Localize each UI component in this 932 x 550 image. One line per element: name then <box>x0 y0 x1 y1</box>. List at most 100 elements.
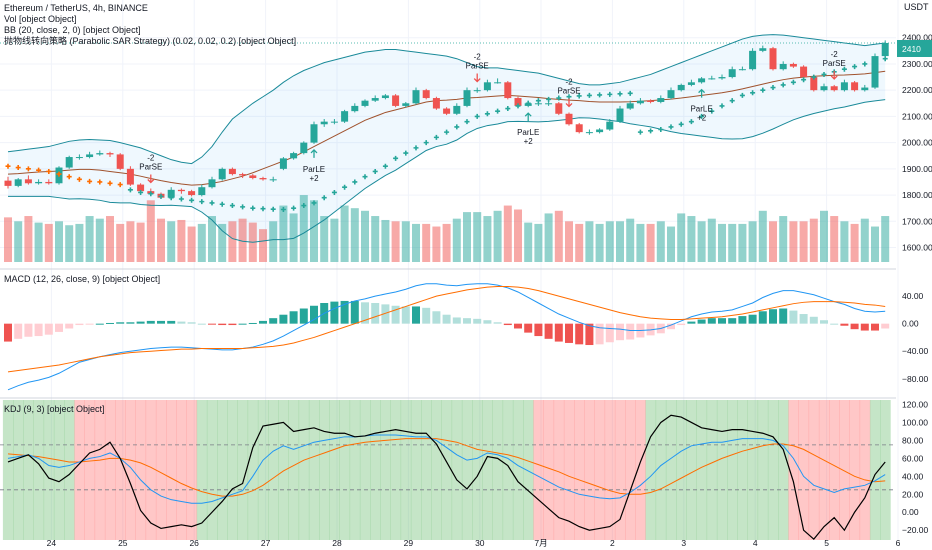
time-axis[interactable]: 24 25 26 27 28 29 30 7月 2 3 4 5 6 <box>47 538 901 548</box>
candle-body <box>239 174 247 176</box>
macd-histogram-bar <box>106 322 114 324</box>
psar-marker <box>862 61 868 67</box>
psar-marker <box>688 119 694 125</box>
psar-marker <box>841 66 847 72</box>
kdj-tick-label: 120.00 <box>902 399 928 409</box>
kdj-band <box>747 400 759 540</box>
kdj-band <box>829 400 840 540</box>
signal-label: -2 <box>565 77 573 86</box>
volume-bar <box>646 223 655 262</box>
psar-marker <box>46 168 52 174</box>
macd-histogram-bar <box>197 323 206 325</box>
macd-histogram-bar <box>554 323 563 342</box>
macd-tick-label: −80.00 <box>902 374 929 384</box>
kdj-band <box>859 400 871 540</box>
psar-marker <box>219 201 225 207</box>
volume-bar <box>65 225 74 262</box>
psar-marker <box>729 98 735 104</box>
kdj-band <box>288 400 300 540</box>
kdj-band <box>217 400 228 540</box>
legend: Ethereum / TetherUS, 4h, BINANCE Vol [ob… <box>4 2 929 414</box>
kdj-axis[interactable]: 120.00 100.00 80.00 60.00 40.00 20.00 0.00 −20.… <box>902 399 929 535</box>
kdj-band <box>145 400 157 540</box>
volume-bar <box>381 219 390 262</box>
psar-marker <box>372 168 378 174</box>
candle-body <box>86 154 94 158</box>
kdj-title[interactable]: KDJ (9, 3) [object Object] <box>4 404 105 414</box>
currency-label: USDT <box>904 2 929 12</box>
symbol-title: Ethereum / TetherUS, 4h, BINANCE <box>4 3 148 13</box>
signal-label: -2 <box>147 154 155 163</box>
psar-marker <box>240 204 246 210</box>
macd-histogram-bar <box>738 316 747 324</box>
kdj-tick-label: 20.00 <box>902 489 924 499</box>
kdj-band <box>421 400 432 540</box>
macd-axis[interactable]: 40.00 0.00 −40.00 −80.00 <box>902 291 929 384</box>
kdj-tick-label: 100.00 <box>902 417 928 427</box>
macd-title[interactable]: MACD (12, 26, close, 9) [object Object] <box>4 274 160 284</box>
kdj-band <box>798 400 810 540</box>
volume-bar <box>585 221 594 262</box>
signal-label: ParSE <box>823 59 846 68</box>
bollinger-basis-line <box>7 70 886 186</box>
macd-histogram-bar <box>310 305 318 324</box>
kdj-band <box>655 400 667 540</box>
macd-histogram-bar <box>473 318 482 324</box>
candle-body <box>371 98 379 101</box>
kdj-band <box>186 400 198 540</box>
psar-marker <box>882 56 888 62</box>
macd-histogram-bar <box>667 323 675 330</box>
kdj-tick-label: −20.00 <box>902 525 929 535</box>
volume-bar <box>809 218 818 262</box>
volume-bar <box>463 212 471 262</box>
kdj-band <box>74 400 85 540</box>
psar-marker <box>362 174 368 180</box>
volume-bar <box>677 213 686 262</box>
macd-histogram-bar <box>361 302 369 324</box>
volume-bars <box>4 195 890 262</box>
psar-marker <box>546 96 552 102</box>
volume-bar <box>55 221 63 262</box>
volume-bar <box>126 221 135 262</box>
volume-bar <box>391 221 400 262</box>
volume-bar <box>687 216 696 262</box>
psar-marker <box>36 167 42 173</box>
price-axis[interactable]: 2400.00 2300.00 2200.00 2100.00 2000.00 1900.… <box>897 33 932 253</box>
macd-histogram-bar <box>136 321 145 324</box>
candle-body <box>565 113 573 125</box>
indicator-bb-label[interactable]: BB (20, close, 2, 0) [object Object] <box>4 25 141 35</box>
macd-tick-label: 40.00 <box>902 291 924 301</box>
psar-marker <box>280 206 286 212</box>
candle-body <box>881 42 889 57</box>
kdj-pane[interactable] <box>0 400 896 541</box>
volume-bar <box>738 223 747 262</box>
volume-bar <box>218 223 227 262</box>
macd-pane[interactable] <box>4 283 890 391</box>
psar-marker <box>229 203 235 209</box>
price-tick-label: 2100.00 <box>902 111 932 121</box>
kdj-band <box>370 400 381 540</box>
volume-bar <box>228 221 237 262</box>
kdj-band <box>104 400 116 540</box>
volume-bar <box>799 221 808 262</box>
kdj-k-line <box>7 434 886 504</box>
psar-marker <box>209 200 215 206</box>
indicator-psar-label[interactable]: 抛物线转向策略 (Parabolic SAR Strategy) (0.02, … <box>4 35 296 46</box>
macd-histogram-bar <box>44 323 53 335</box>
kdj-lines <box>7 414 886 541</box>
volume-bar <box>728 223 737 262</box>
kdj-band <box>553 400 565 540</box>
macd-histogram-bar <box>167 320 176 324</box>
kdj-band <box>431 400 442 540</box>
kdj-band <box>64 400 75 540</box>
candle-body <box>759 48 767 51</box>
psar-marker <box>331 189 337 195</box>
candle-body <box>483 82 491 91</box>
kdj-band <box>788 400 799 540</box>
candle-body <box>840 82 848 91</box>
macd-line <box>7 283 886 391</box>
indicator-volume-label[interactable]: Vol [object Object] <box>4 14 77 24</box>
psar-marker <box>597 92 603 98</box>
